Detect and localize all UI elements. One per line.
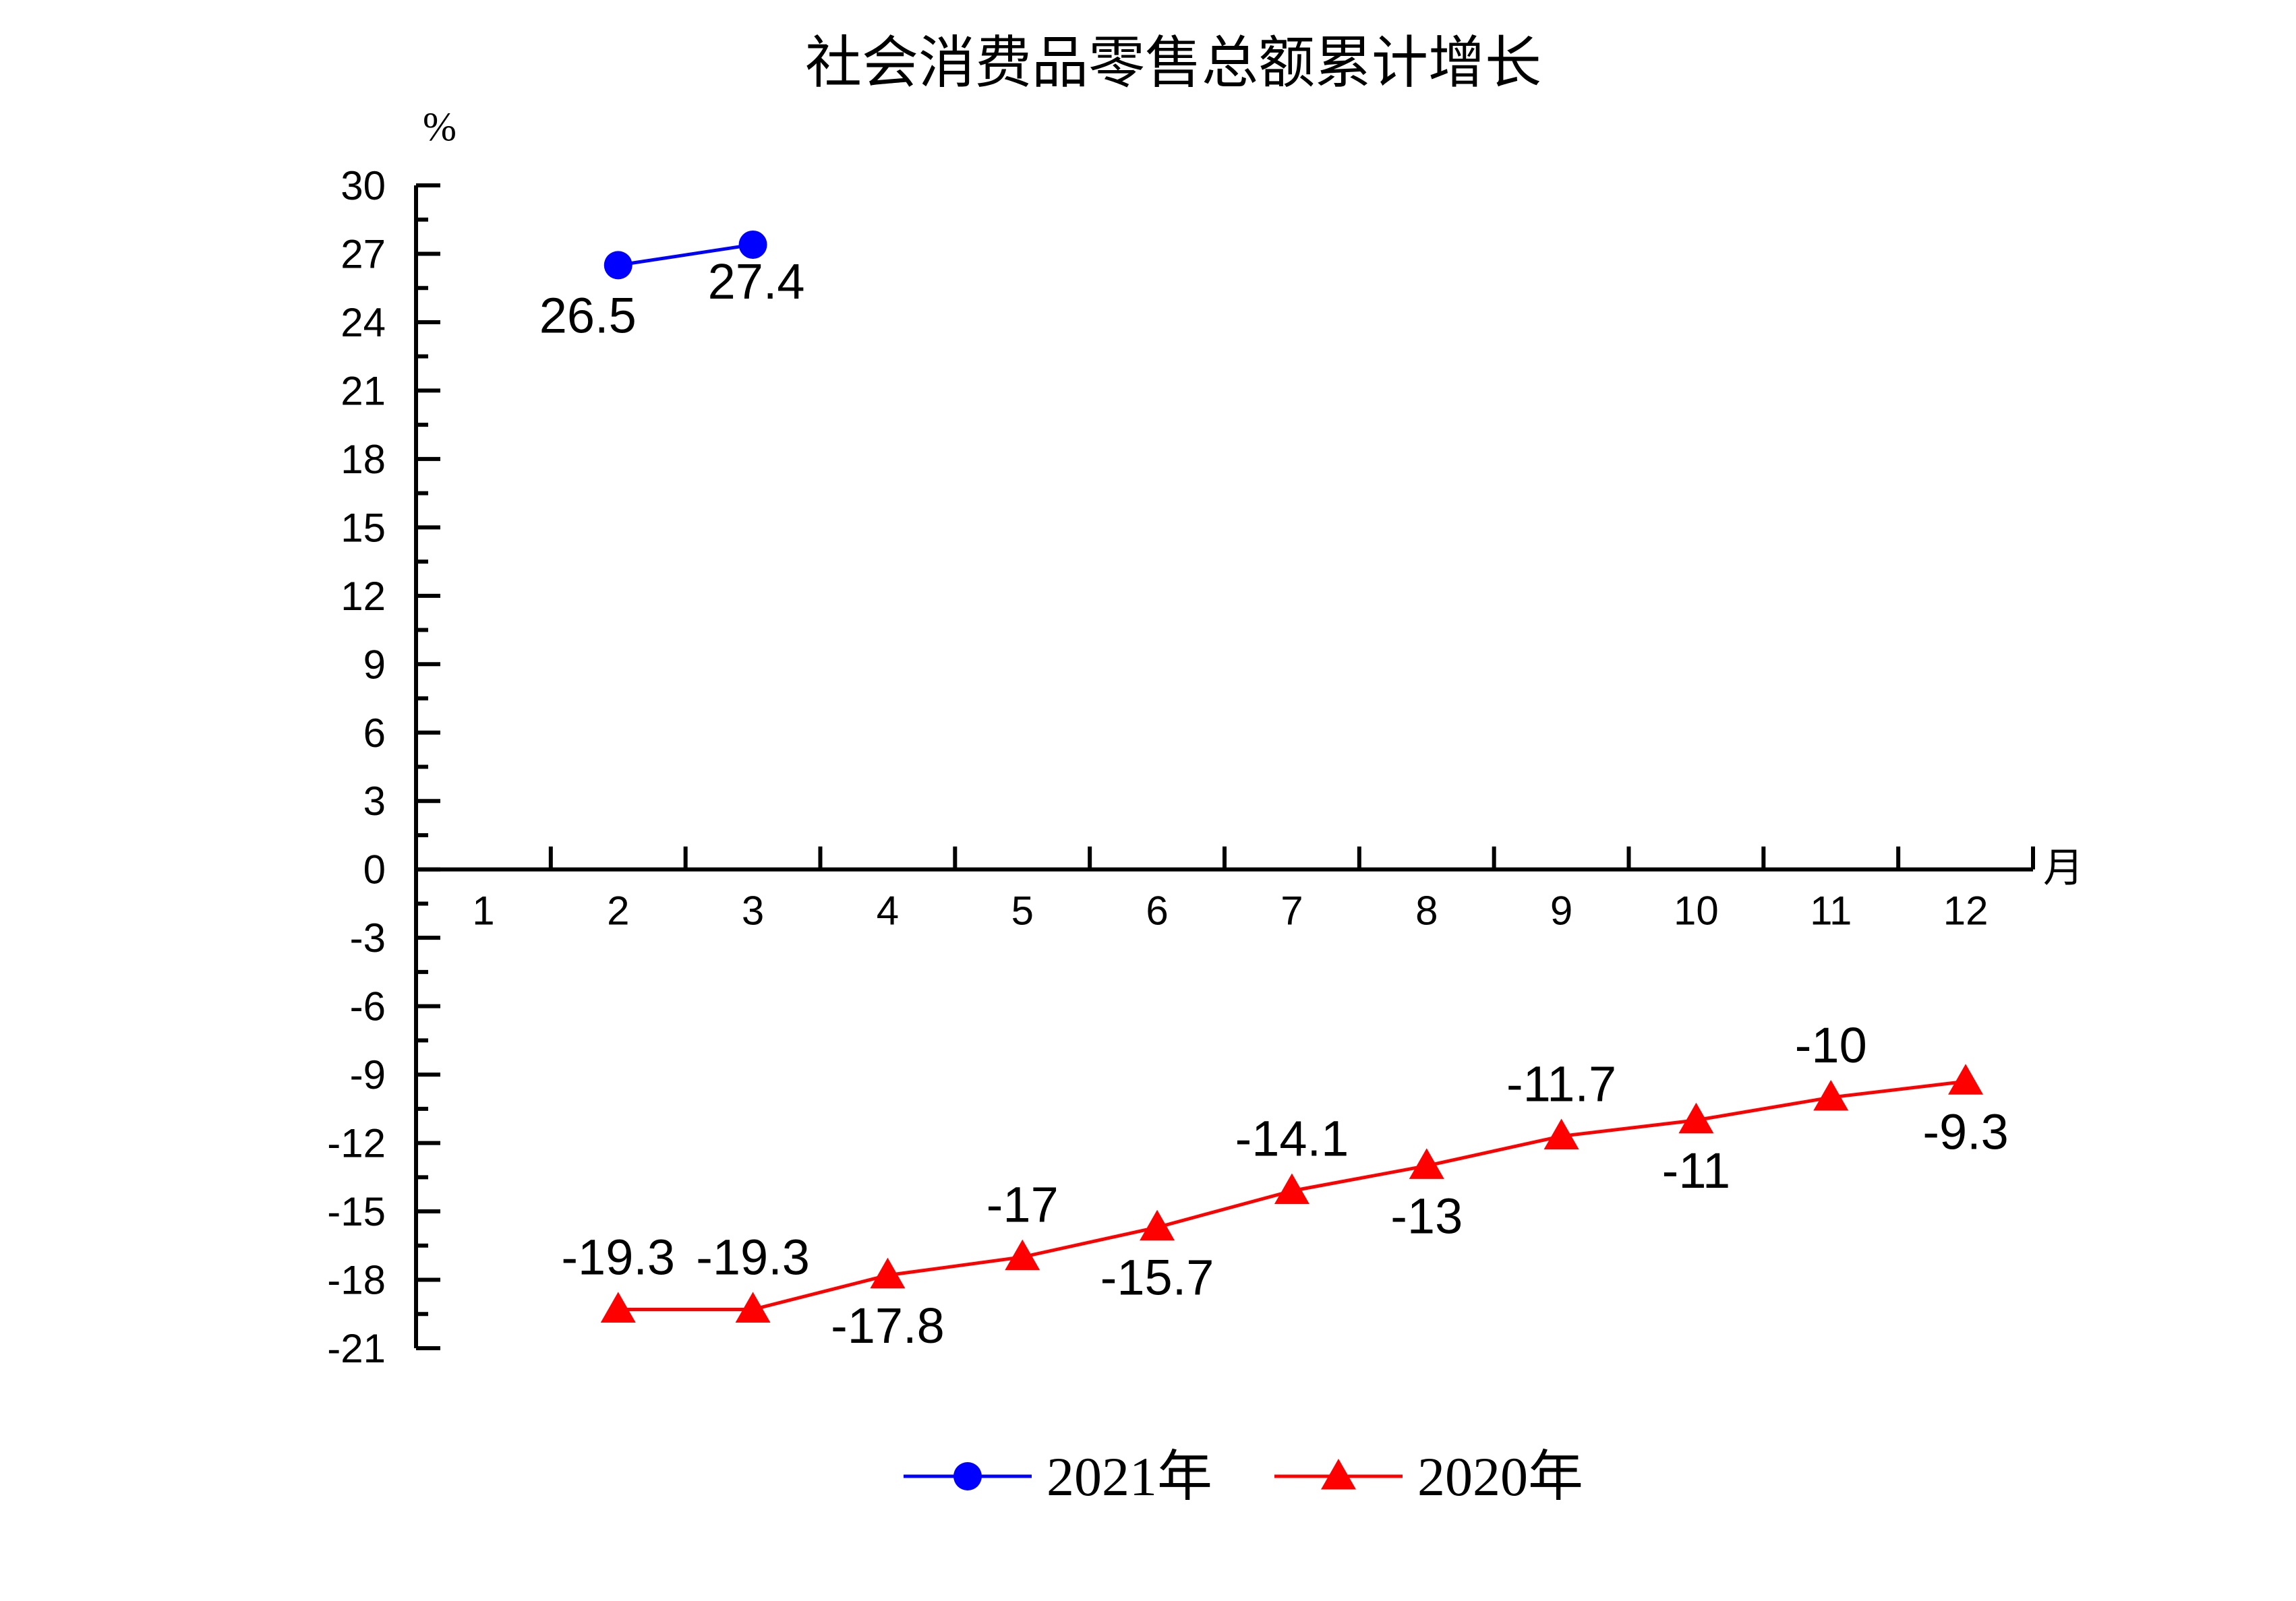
data-point-circle [738,230,767,259]
x-tick-label: 6 [1146,888,1168,934]
y-tick-label: 27 [341,231,386,276]
y-tick-label: 21 [341,368,386,413]
y-tick-label: -9 [350,1052,386,1097]
legend-label: 2021年 [1047,1446,1212,1507]
data-label: -19.3 [561,1230,675,1286]
data-point-circle [604,251,632,280]
legend-circle-marker [953,1462,982,1490]
chart-title: 社会消费品零售总额累计增长 [805,30,1541,96]
y-tick-label: -15 [327,1189,386,1234]
y-tick-label: 18 [341,437,386,482]
legend: 2021年 2020年 [904,1446,1583,1507]
data-point-triangle [1948,1064,1984,1095]
legend-item: 2020年 [1274,1446,1583,1507]
y-tick-label: -21 [327,1326,386,1371]
data-point-triangle [735,1292,771,1323]
data-label: -11.7 [1506,1056,1616,1112]
data-point-triangle [600,1292,636,1323]
x-tick-label: 8 [1415,888,1438,934]
data-point-triangle [1274,1173,1309,1205]
data-label: -17 [987,1177,1059,1233]
x-tick-label: 9 [1550,888,1572,934]
data-point-triangle [1543,1118,1579,1149]
y-tick-label: -6 [350,984,386,1029]
data-point-triangle [1813,1079,1849,1111]
series-red: -19.3 -19.3 -17.8 -17 -15.7 -14.1 -13 -11.7 -11 -… [561,1017,2008,1354]
data-label: 27.4 [708,253,805,309]
y-tick-label: 3 [363,779,386,824]
data-label: -11 [1662,1143,1730,1199]
data-point-triangle [1678,1102,1714,1134]
y-tick-label: -18 [327,1258,386,1303]
x-tick-label: 7 [1281,888,1303,934]
data-label: -9.3 [1922,1104,2009,1159]
y-tick-label: -12 [327,1121,386,1166]
x-tick-label: 11 [1810,888,1852,934]
x-tick-label: 5 [1011,888,1034,934]
x-tick-label: 2 [607,888,629,934]
x-axis-unit-label: 月 [2043,846,2084,890]
data-point-triangle [1005,1239,1040,1271]
y-tick-label: 30 [341,163,386,208]
y-tick-label: 9 [363,642,386,687]
data-label: -17.8 [831,1298,945,1354]
data-label: -19.3 [696,1230,810,1286]
data-point-triangle [1140,1209,1175,1241]
data-label: -10 [1795,1017,1867,1073]
y-tick-label: 24 [341,300,386,345]
series-layer: 26.527.4-19.3 -19.3-17.8-17-15.7-14.1-13-… [539,230,2009,1354]
series-blue: 26.5 27.4 [539,230,805,343]
data-point-triangle [870,1257,906,1289]
y-tick-label: 15 [341,505,386,550]
x-tick-label: 3 [742,888,764,934]
y-tick-label: 6 [363,711,386,756]
legend-triangle-marker [1321,1459,1356,1490]
x-tick-label: 12 [1943,888,1989,934]
x-tick-label: 1 [472,888,494,934]
y-tick-label: -3 [350,915,386,961]
data-label: -13 [1390,1188,1463,1244]
data-point-triangle [1409,1148,1444,1179]
legend-item: 2021年 [904,1446,1212,1507]
data-label: -14.1 [1235,1111,1349,1167]
x-tick-label: 4 [877,888,899,934]
data-label: -15.7 [1100,1250,1214,1306]
data-label: 26.5 [539,287,637,343]
legend-label: 2020年 [1417,1446,1583,1507]
y-axis-unit-label: % [423,104,457,149]
y-tick-label: 0 [363,847,386,893]
series-line [618,243,753,267]
y-tick-label: 12 [341,574,386,619]
x-tick-label: 10 [1674,888,1719,934]
